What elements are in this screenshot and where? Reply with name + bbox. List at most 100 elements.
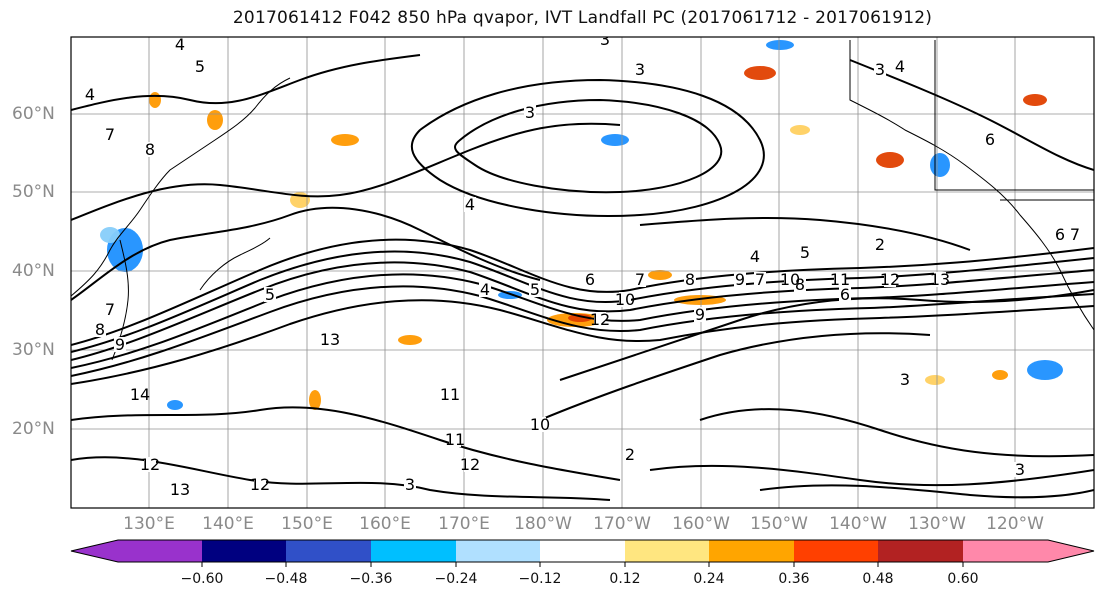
contour-label: 7	[1070, 225, 1080, 244]
contour-label-bg	[594, 312, 606, 327]
colorbar-segment	[286, 540, 371, 562]
colorbar	[70, 539, 1095, 567]
anomaly-patch	[398, 335, 422, 345]
contour-label: 3	[635, 60, 645, 79]
plot-title: 2017061412 F042 850 hPa qvapor, IVT Land…	[232, 8, 933, 28]
contour-label-bg	[134, 387, 146, 402]
contour-line	[71, 54, 421, 111]
contour-label-bg	[324, 332, 336, 347]
anomaly-patch	[766, 40, 794, 50]
anomaly-patch	[207, 110, 223, 130]
contour-label: 13	[170, 480, 190, 499]
contour-label: 13	[320, 330, 340, 349]
contour-label-bg	[834, 272, 846, 287]
contour-label-bg	[634, 272, 646, 287]
contour-label: 8	[95, 320, 105, 339]
contour-line	[649, 464, 1094, 487]
contour-label: 5	[265, 285, 275, 304]
contour-line	[71, 238, 1094, 346]
contour-label-bg	[734, 272, 746, 287]
colorbar-tick: 0.12	[609, 571, 641, 587]
contour-label: 7	[755, 270, 765, 289]
contour-label: 3	[600, 30, 610, 49]
lon-label-120w: 120°W	[986, 514, 1044, 534]
contour-line	[71, 299, 1094, 385]
contour-label: 11	[830, 270, 850, 289]
contour-label-bg	[754, 272, 766, 287]
contour-label: 4	[895, 57, 905, 76]
contour-label-bg	[254, 477, 266, 492]
contour-label: 8	[685, 270, 695, 289]
contour-label: 11	[440, 385, 460, 404]
contour-label-bg	[694, 307, 706, 322]
contour-line	[699, 408, 1094, 458]
contour-line	[559, 289, 1094, 381]
colorbar-extend-low	[71, 540, 118, 562]
contour-line	[539, 332, 931, 421]
lon-label-150e: 150°E	[281, 514, 333, 534]
contour-label: 8	[795, 275, 805, 294]
contour-label: 8	[145, 140, 155, 159]
colorbar-tick: 0.60	[947, 571, 979, 587]
anomaly-patch	[100, 227, 120, 243]
anomaly-patch	[1023, 94, 1047, 106]
contour-label: 9	[695, 305, 705, 324]
contour-label: 12	[250, 475, 270, 494]
anomaly-patch	[167, 400, 183, 410]
coastlines	[71, 40, 1094, 361]
contour-label: 7	[105, 300, 115, 319]
lon-label-180w: 180°W	[514, 514, 572, 534]
contour-label-bg	[984, 132, 996, 147]
contour-label: 7	[105, 125, 115, 144]
contour-label-bg	[1069, 227, 1081, 242]
contour-label-bg	[584, 272, 596, 287]
anomaly-patch	[925, 375, 945, 385]
contour-label-bg	[794, 277, 806, 292]
contour-label-bg	[104, 127, 116, 142]
contour-label: 9	[735, 270, 745, 289]
lon-label-130e: 130°E	[123, 514, 175, 534]
contour-label-bg	[464, 197, 476, 212]
colorbar-segment	[963, 540, 1048, 562]
anomaly-patch	[149, 92, 161, 108]
contour-label: 11	[445, 430, 465, 449]
contour-label-bg	[84, 87, 96, 102]
lat-label-60n: 60°N	[12, 104, 55, 124]
contour-label: 5	[800, 243, 810, 262]
contour-line	[639, 216, 971, 251]
colorbar-segment	[118, 540, 202, 562]
lon-label-160w: 160°W	[672, 514, 730, 534]
colorbar-segment	[794, 540, 878, 562]
colorbar-tick: −0.36	[349, 571, 393, 587]
colorbar-segment	[625, 540, 709, 562]
contour-label: 6	[1055, 225, 1065, 244]
contour-label: 12	[590, 310, 610, 329]
contour-label-bg	[144, 457, 156, 472]
contour-label-bg	[749, 249, 761, 264]
colorbar-tick: 0.36	[778, 571, 810, 587]
colorbar-outline	[70, 539, 1095, 563]
contour-line	[71, 285, 1094, 377]
anomaly-patch	[930, 153, 950, 177]
contour-label-bg	[884, 272, 896, 287]
anomaly-patch	[992, 370, 1008, 380]
colorbar-tick: −0.60	[180, 571, 224, 587]
contour-label-bg	[174, 482, 186, 497]
contour-label-bg	[444, 387, 456, 402]
colorbar-extend-high	[1048, 540, 1094, 562]
contour-label-bg	[264, 287, 276, 302]
contour-label-bg	[619, 292, 631, 307]
contour-label: 5	[195, 57, 205, 76]
contour-label: 12	[140, 455, 160, 474]
contour-label-bg	[784, 272, 796, 287]
qvapor-contours	[71, 54, 1094, 501]
contour-label: 6	[840, 285, 850, 304]
lat-label-40n: 40°N	[12, 261, 55, 281]
colorbar-tick: 0.48	[862, 571, 894, 587]
contour-label: 2	[875, 235, 885, 254]
contour-line	[759, 484, 1094, 499]
contour-line	[849, 59, 1094, 171]
contour-label: 2	[625, 445, 635, 464]
